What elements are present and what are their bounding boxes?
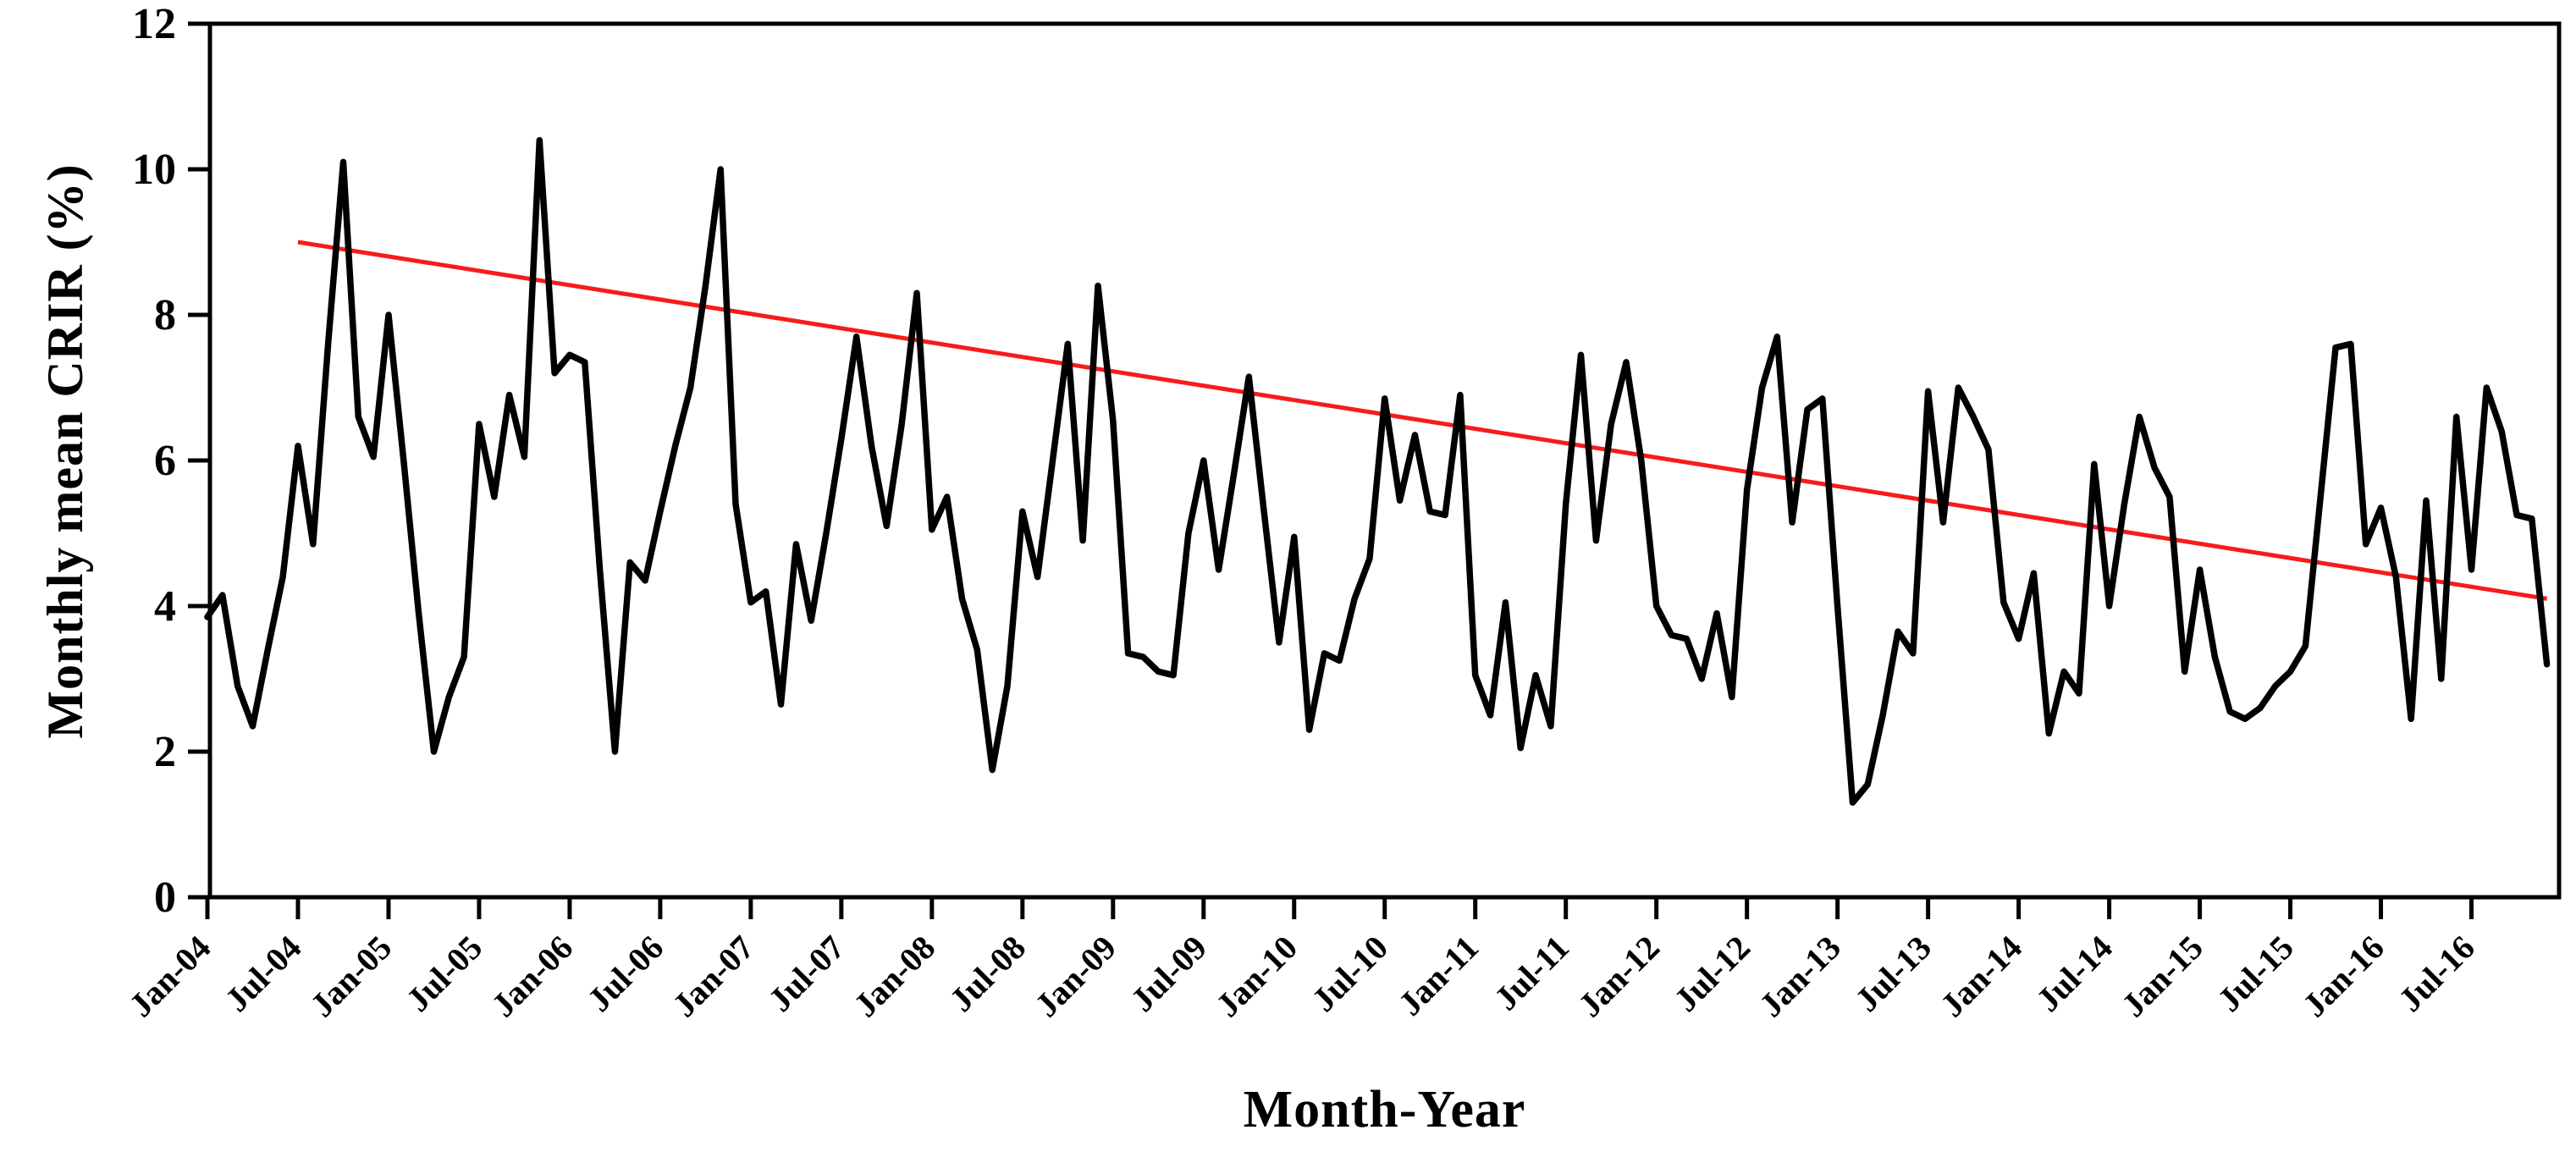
x-axis-title: Month-Year [1243,1081,1526,1138]
x-tick-label: Jul-04 [218,929,308,1019]
crir-series-line [204,136,2551,806]
x-tick-label: Jul-14 [2029,929,2120,1019]
y-tick-label: 0 [154,874,176,922]
x-tick-label: Jan-06 [484,929,581,1025]
x-tick-label: Jan-11 [1391,929,1486,1023]
x-tick-label: Jan-12 [1570,929,1667,1025]
x-tick-label: Jul-06 [580,929,670,1019]
x-tick-label: Jan-07 [665,929,762,1025]
y-tick-label: 10 [132,146,176,194]
y-tick-label: 2 [154,728,176,776]
y-axis-title: Monthly mean CRIR (%) [37,163,93,739]
trend-line [297,240,2548,601]
x-tick-label: Jul-07 [761,929,852,1019]
x-tick-label: Jul-16 [2391,929,2482,1019]
plot-frame [207,21,2562,900]
x-tick-label: Jan-13 [1751,929,1848,1025]
y-tick-label: 6 [154,437,176,485]
x-tick-label: Jan-14 [1933,929,2029,1025]
x-tick-label: Jan-16 [2295,929,2391,1025]
y-tick-label: 4 [154,582,176,631]
x-tick-label: Jan-09 [1028,929,1124,1025]
x-tick-label: Jul-12 [1667,929,1757,1019]
x-tick-label: Jan-15 [2114,929,2210,1025]
x-tick-label: Jan-08 [847,929,943,1025]
x-tick-label: Jul-08 [942,929,1033,1019]
x-tick-label: Jul-15 [2210,929,2301,1019]
x-tick-label: Jul-11 [1487,929,1576,1018]
x-tick-label: Jul-13 [1848,929,1939,1019]
x-tick-label: Jul-10 [1305,929,1395,1019]
x-tick-label: Jul-09 [1123,929,1214,1019]
x-tick-label: Jan-10 [1209,929,1305,1025]
y-tick-label: 12 [132,0,176,48]
x-tick-label: Jul-05 [399,929,489,1019]
y-tick-label: 8 [154,291,176,339]
x-tick-label: Jan-05 [303,929,400,1025]
x-tick-label: Jan-04 [122,929,218,1025]
